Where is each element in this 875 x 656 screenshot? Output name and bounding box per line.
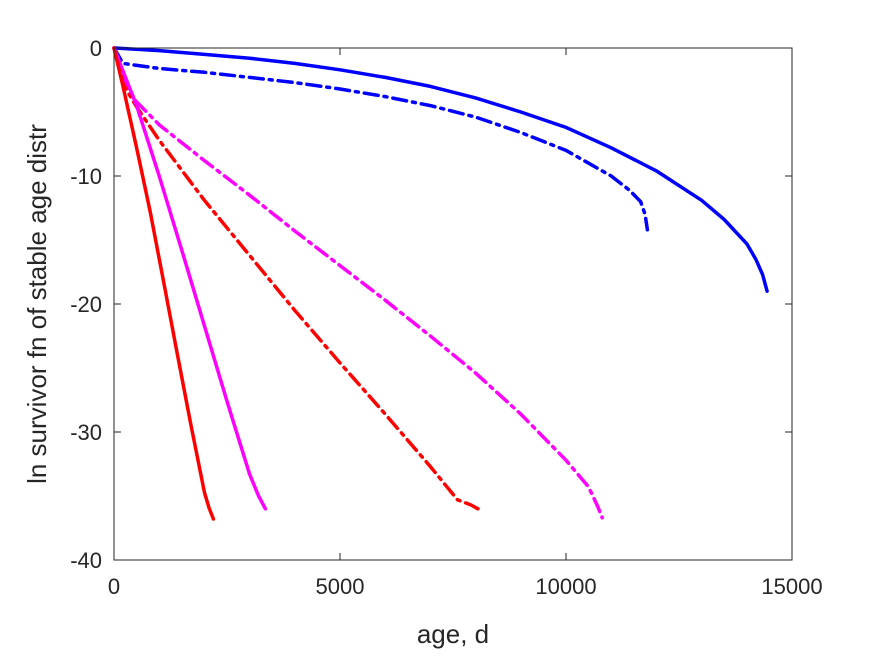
x-tick-label: 15000 <box>761 574 822 599</box>
x-axis-label: age, d <box>417 619 489 649</box>
y-tick-label: -40 <box>70 548 102 573</box>
series-line-1 <box>112 46 769 293</box>
y-tick-label: 0 <box>90 36 102 61</box>
series-line-3 <box>112 46 604 520</box>
y-tick-label: -30 <box>70 420 102 445</box>
y-tick-label: -20 <box>70 292 102 317</box>
series-layer <box>112 46 769 521</box>
ticks-layer: 0 5000 10000 15000 0 -10 -20 -30 -40 <box>70 36 822 599</box>
x-tick-label: 0 <box>108 574 120 599</box>
y-tick-label: -10 <box>70 164 102 189</box>
x-tick-label: 5000 <box>316 574 365 599</box>
y-axis-label: ln survivor fn of stable age distr <box>22 124 52 484</box>
series-line-5 <box>112 46 268 511</box>
series-line-2 <box>112 46 650 232</box>
series-line-6 <box>112 46 216 521</box>
x-tick-label: 10000 <box>535 574 596 599</box>
